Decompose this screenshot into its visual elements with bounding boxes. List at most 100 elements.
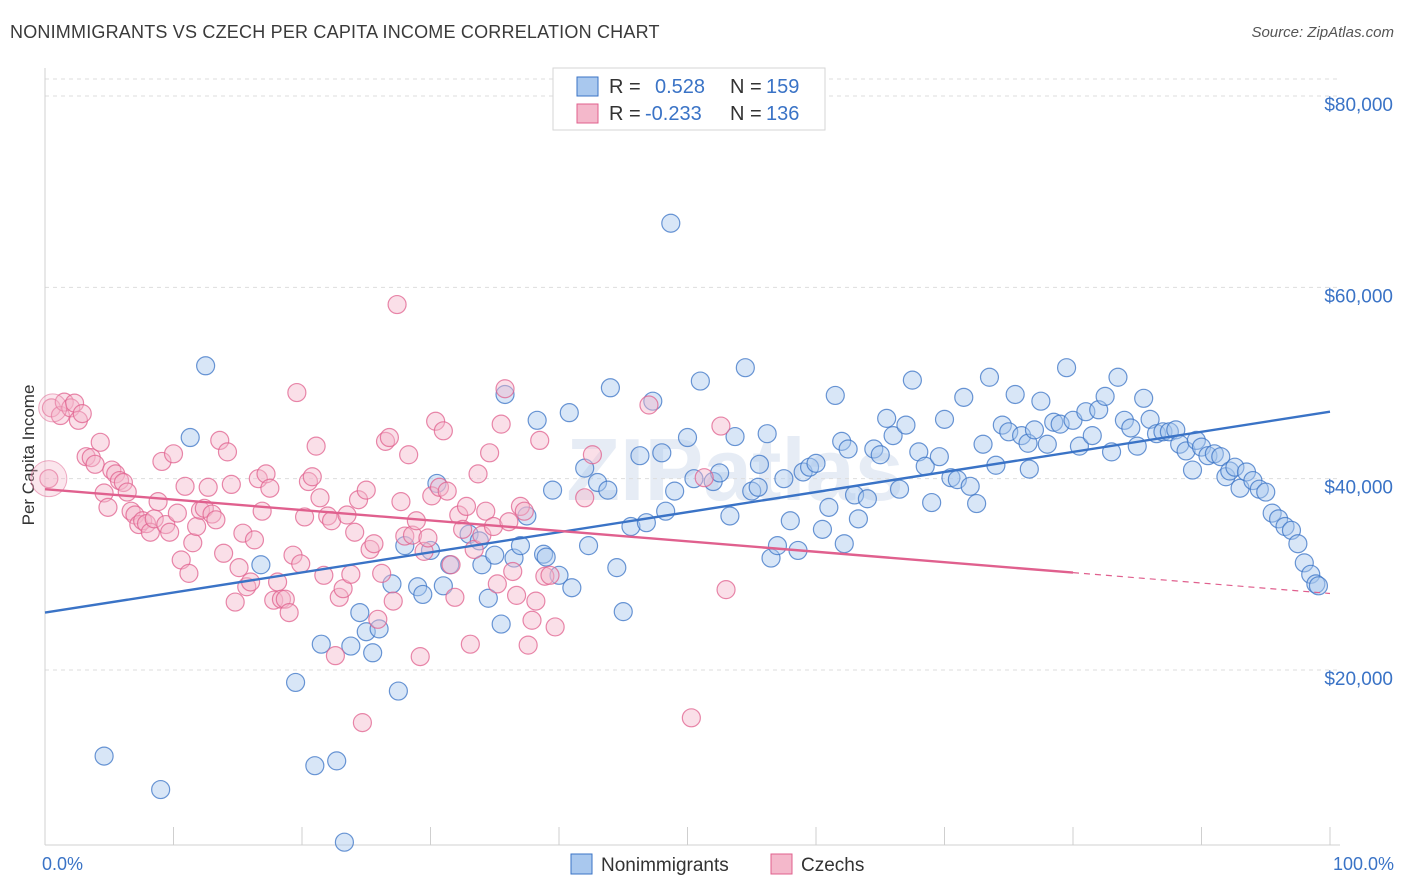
- point-nonimmigrants: [661, 213, 681, 233]
- point-nonimmigrants: [413, 584, 433, 605]
- chart-title: NONIMMIGRANTS VS CZECH PER CAPITA INCOME…: [10, 22, 660, 42]
- point-nonimmigrants: [819, 497, 839, 517]
- point-nonimmigrants: [251, 555, 271, 575]
- point-czechs: [391, 492, 411, 512]
- point-czechs: [244, 530, 265, 550]
- point-czechs: [148, 492, 168, 512]
- point-nonimmigrants: [1031, 391, 1051, 411]
- point-nonimmigrants: [774, 469, 794, 489]
- point-czechs: [437, 481, 457, 501]
- point-czechs: [399, 445, 419, 465]
- point-nonimmigrants: [665, 481, 685, 501]
- chart-source: Source: ZipAtlas.com: [1251, 24, 1394, 41]
- y-tick-label: $60,000: [1324, 286, 1393, 307]
- point-czechs: [72, 404, 92, 424]
- point-czechs: [85, 454, 105, 474]
- point-czechs: [98, 497, 118, 517]
- point-czechs: [530, 430, 550, 450]
- point-nonimmigrants: [720, 506, 740, 526]
- point-nonimmigrants: [677, 427, 698, 448]
- y-tick-label: $40,000: [1324, 478, 1393, 499]
- point-nonimmigrants: [388, 681, 408, 701]
- point-czechs: [348, 490, 369, 510]
- point-nonimmigrants: [748, 477, 768, 497]
- point-nonimmigrants: [735, 358, 755, 378]
- point-czechs: [364, 534, 384, 554]
- point-nonimmigrants: [1005, 384, 1025, 405]
- point-nonimmigrants: [527, 410, 547, 430]
- watermark: ZIPatlas: [566, 420, 903, 519]
- point-nonimmigrants: [478, 588, 498, 608]
- point-czechs: [456, 496, 477, 517]
- point-czechs: [279, 602, 299, 623]
- legend-swatch-pink: [576, 103, 599, 124]
- point-nonimmigrants: [636, 513, 656, 533]
- point-nonimmigrants: [1050, 414, 1070, 434]
- point-nonimmigrants: [999, 422, 1019, 442]
- point-nonimmigrants: [607, 558, 627, 578]
- trend-layer: [44, 410, 1331, 614]
- point-czechs: [503, 561, 523, 582]
- legend-swatch-blue: [576, 76, 599, 97]
- trend-line-pink-dashed: [1072, 572, 1331, 595]
- point-czechs: [379, 427, 399, 448]
- point-czechs: [518, 635, 538, 655]
- point-nonimmigrants: [1288, 534, 1308, 554]
- point-nonimmigrants: [495, 384, 515, 405]
- point-czechs: [252, 501, 272, 521]
- point-nonimmigrants: [1220, 461, 1240, 481]
- point-nonimmigrants: [311, 634, 331, 654]
- point-nonimmigrants: [934, 409, 955, 429]
- x-tick-label-min: 0.0%: [42, 854, 83, 874]
- legend-n-label-blue: N =: [730, 76, 762, 98]
- point-czechs: [302, 467, 322, 487]
- point-nonimmigrants: [848, 509, 869, 529]
- point-czechs: [206, 510, 226, 530]
- point-nonimmigrants: [536, 547, 556, 567]
- point-nonimmigrants: [600, 378, 621, 398]
- point-nonimmigrants: [710, 463, 730, 483]
- point-nonimmigrants: [909, 442, 929, 462]
- point-czechs: [460, 634, 480, 654]
- point-nonimmigrants: [979, 367, 1000, 387]
- point-nonimmigrants: [1056, 358, 1077, 378]
- point-czechs: [468, 464, 488, 484]
- point-czechs: [716, 580, 736, 600]
- points-layer: [30, 213, 1329, 852]
- y-tick-label: $80,000: [1324, 95, 1393, 116]
- point-nonimmigrants: [341, 636, 361, 656]
- trend-line-pink: [44, 487, 1074, 574]
- point-nonimmigrants: [812, 519, 833, 539]
- point-czechs: [711, 416, 731, 436]
- point-czechs: [506, 585, 527, 605]
- point-nonimmigrants: [1121, 418, 1141, 438]
- x-tick-marks: [173, 827, 1331, 845]
- point-nonimmigrants: [510, 536, 531, 556]
- point-nonimmigrants: [1182, 460, 1203, 480]
- point-nonimmigrants: [485, 545, 505, 565]
- point-nonimmigrants: [180, 427, 200, 448]
- point-nonimmigrants: [1294, 553, 1314, 573]
- point-czechs: [575, 488, 595, 508]
- point-nonimmigrants: [305, 756, 325, 776]
- point-czechs: [163, 444, 184, 464]
- point-czechs: [198, 477, 218, 497]
- point-nonimmigrants: [973, 434, 993, 454]
- x-tick-label-max: 100.0%: [1333, 854, 1394, 874]
- point-nonimmigrants: [1211, 447, 1231, 467]
- point-czechs: [194, 498, 214, 518]
- point-nonimmigrants: [1301, 564, 1321, 584]
- point-nonimmigrants: [1134, 388, 1154, 408]
- point-czechs: [387, 294, 407, 315]
- point-nonimmigrants: [369, 619, 389, 639]
- point-czechs: [310, 488, 330, 508]
- point-nonimmigrants: [838, 439, 858, 459]
- point-czechs: [39, 469, 59, 489]
- point-czechs: [221, 474, 241, 495]
- point-nonimmigrants: [542, 480, 563, 500]
- point-nonimmigrants: [1308, 576, 1329, 596]
- point-nonimmigrants: [613, 602, 633, 622]
- point-nonimmigrants: [578, 536, 599, 556]
- point-czechs: [526, 591, 546, 611]
- point-nonimmigrants: [684, 469, 704, 489]
